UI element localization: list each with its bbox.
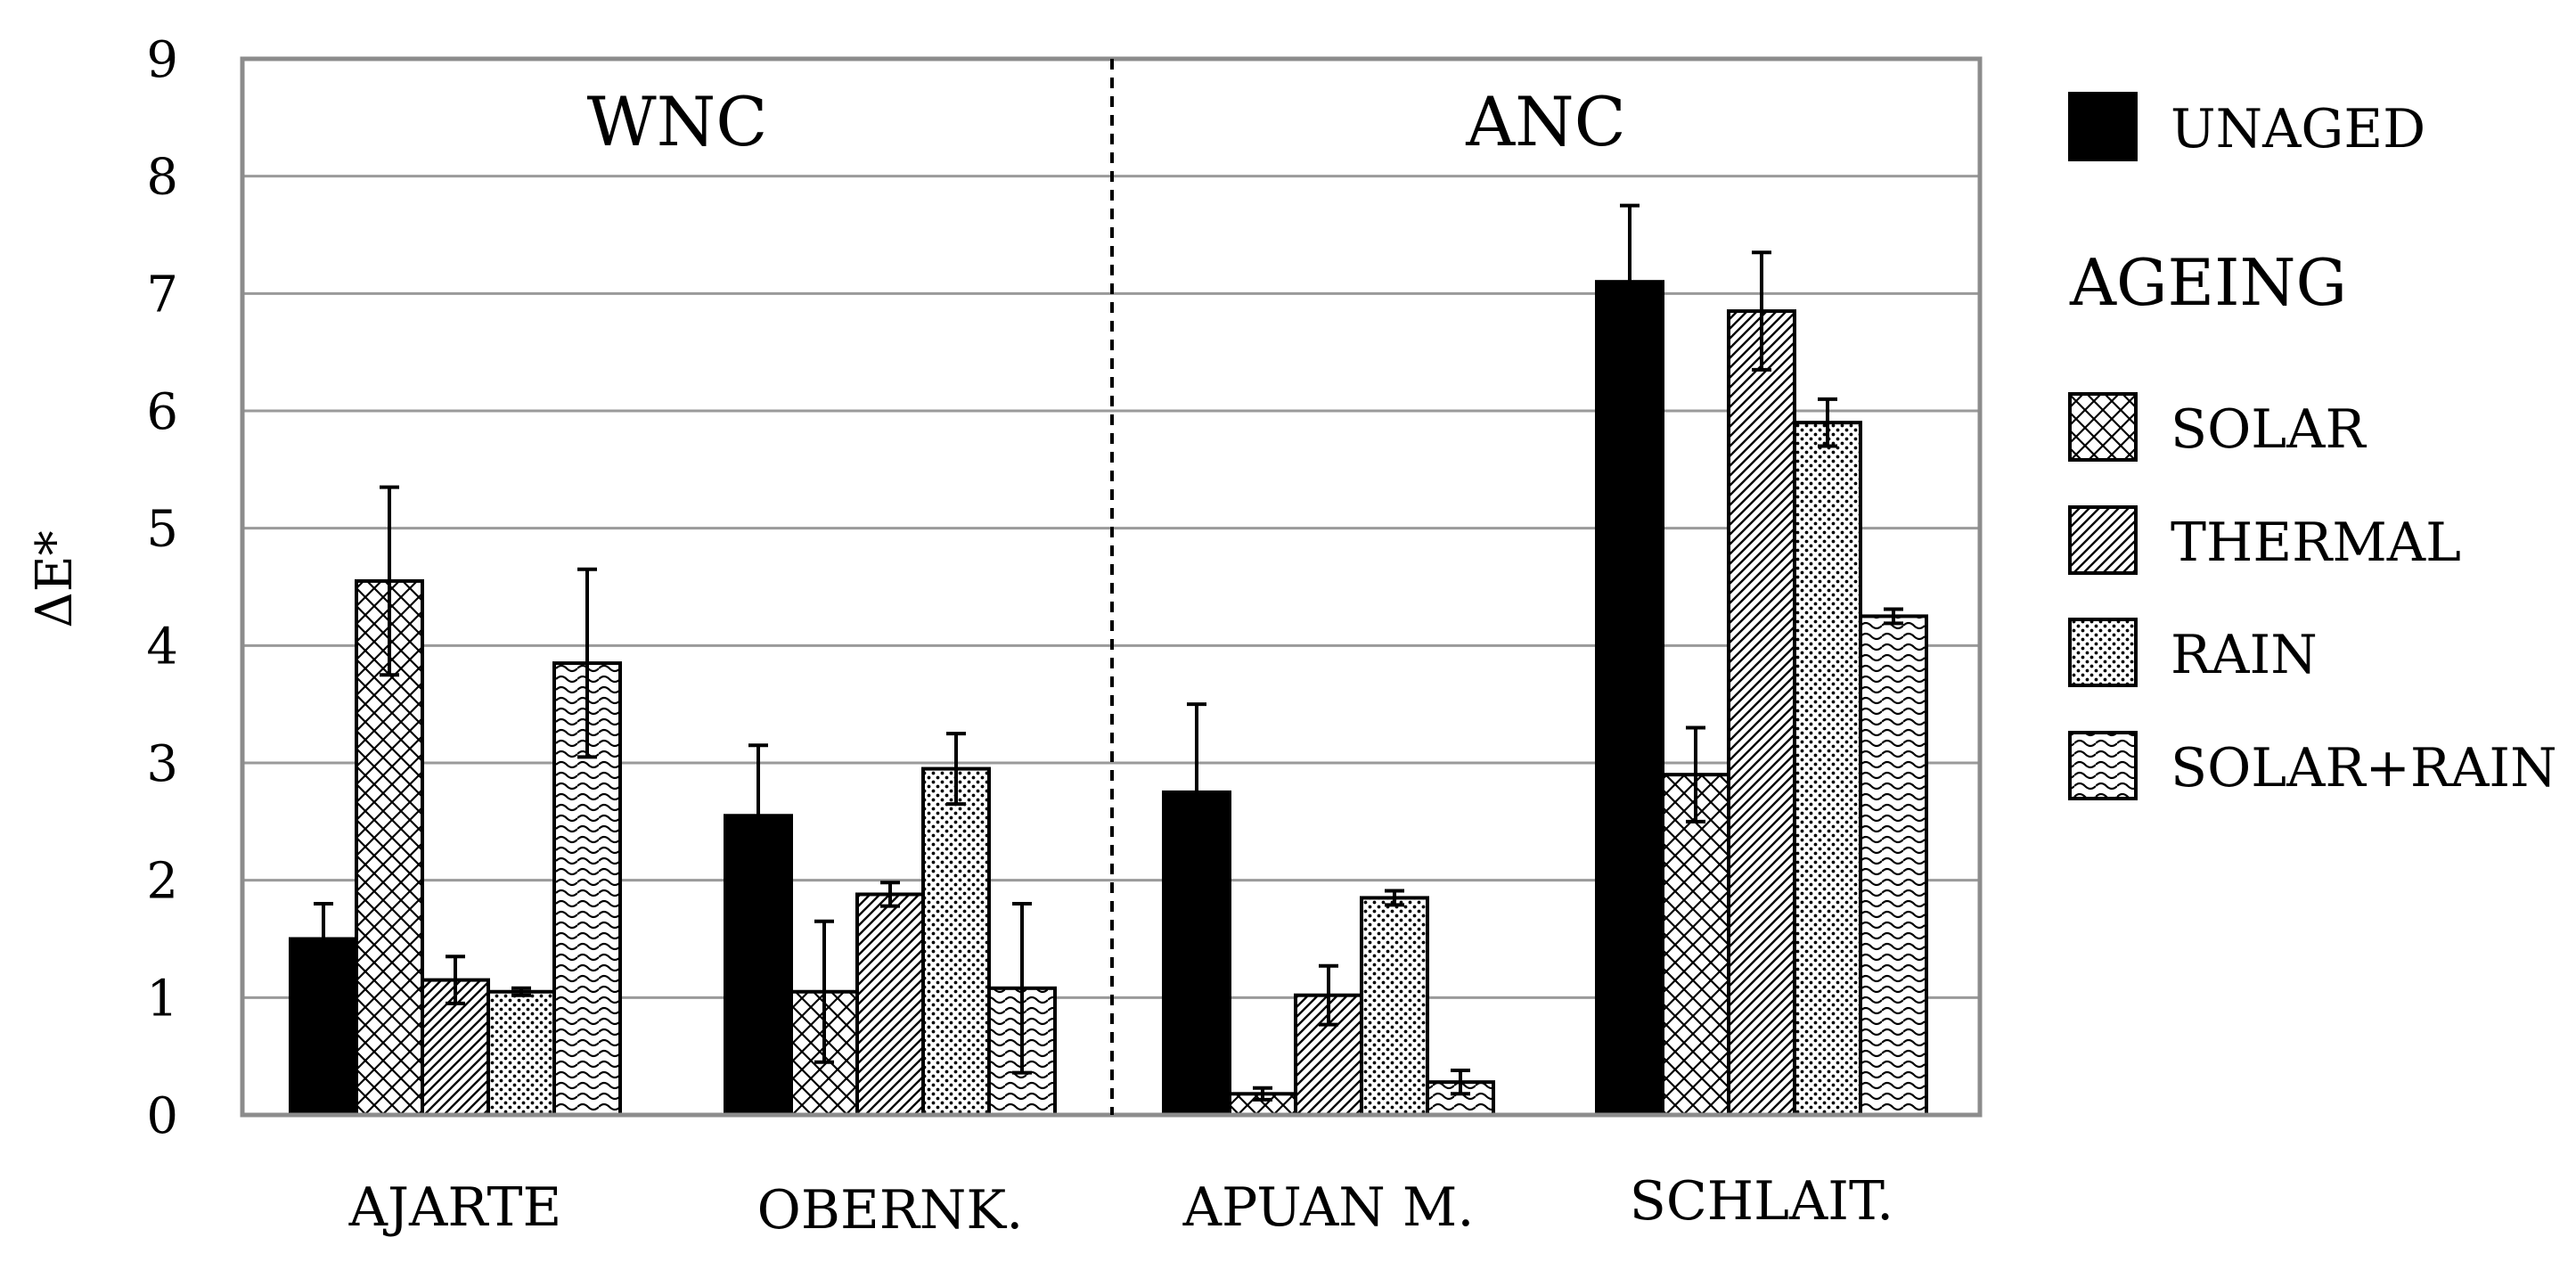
x-category-label: APUAN M. [1182,1176,1475,1239]
legend-label-solar-rain: SOLAR+RAIN [2171,737,2557,799]
bar-unaged [1595,280,1664,1117]
x-category-labels: AJARTE OBERNK. APUAN M. SCHLAIT. [348,1170,1894,1242]
y-tick-labels: 0 1 2 3 4 5 6 7 8 9 [146,31,178,1145]
bar-thermal [1727,309,1796,1118]
bar-solar-rain [552,661,622,1117]
y-axis-label: ΔE* [26,530,84,627]
x-category-label: OBERNK. [757,1179,1024,1242]
legend: UNAGED AGEING SOLAR THERMAL RAIN SOLAR+RAIN [2068,92,2557,800]
y-tick-label: 3 [146,735,178,793]
legend-swatch-solar-rain [2068,731,2138,800]
frame-layer [240,56,1983,1118]
y-tick-label: 0 [146,1087,178,1145]
legend-swatch-unaged [2068,92,2138,161]
y-tick-label: 6 [146,383,178,441]
y-tick-label: 4 [146,618,178,676]
y-tick-label: 1 [146,970,178,1028]
legend-swatch-rain [2068,618,2138,687]
bars-layer [289,203,1928,1118]
y-tick-label: 5 [146,501,178,559]
group-labels: WNC ANC [587,82,1626,161]
x-category-label: SCHLAIT. [1630,1170,1893,1233]
legend-label-thermal: THERMAL [2171,512,2461,574]
bar-solar-rain [1859,614,1928,1117]
legend-heading: AGEING [2069,245,2347,320]
legend-label-unaged: UNAGED [2171,98,2425,160]
legend-swatch-solar [2068,392,2138,462]
legend-label-solar: SOLAR [2171,398,2367,461]
legend-swatch-thermal [2068,505,2138,575]
y-tick-label: 9 [146,31,178,89]
bar-rain [1793,421,1862,1117]
group-label-anc: ANC [1465,82,1626,161]
y-tick-label: 7 [146,266,178,324]
legend-label-rain: RAIN [2171,624,2318,686]
x-category-label: AJARTE [348,1176,562,1239]
group-label-wnc: WNC [587,82,768,161]
bar-rain [487,989,556,1117]
bar-rain [921,766,991,1117]
bar-thermal [855,892,925,1118]
y-tick-label: 2 [146,853,178,911]
y-tick-label: 8 [146,149,178,207]
bar-rain [1360,896,1429,1118]
bar-solar [1661,773,1730,1118]
